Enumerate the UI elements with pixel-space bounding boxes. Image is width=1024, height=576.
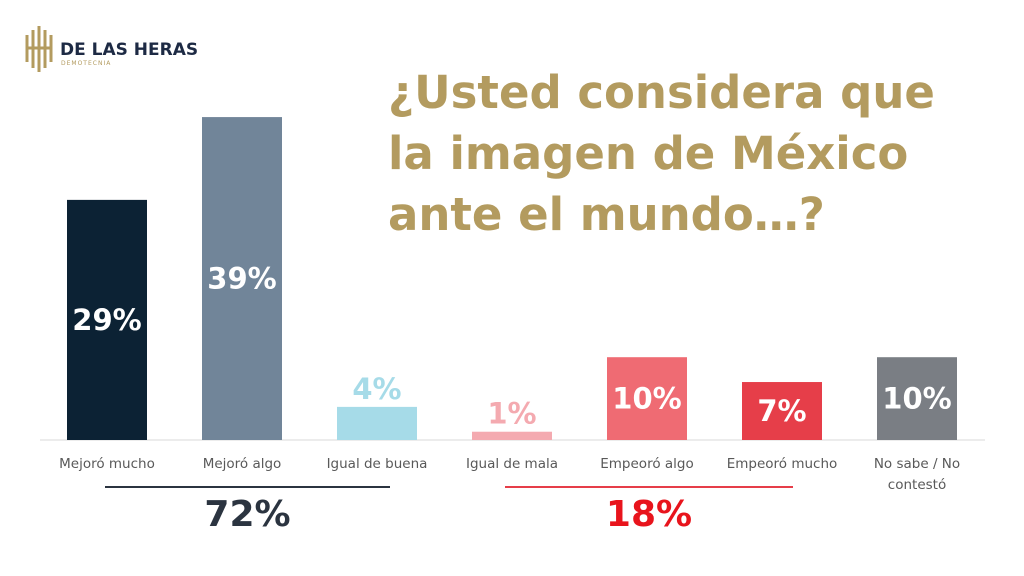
bar (472, 431, 552, 440)
x-tick-label: Mejoró mucho (59, 456, 155, 472)
bar (202, 117, 282, 440)
value-label: 39% (207, 262, 276, 296)
value-label: 10% (882, 382, 951, 416)
chart-title: ¿Usted considera que la imagen de México… (388, 66, 935, 241)
logo-name: DE LAS HERAS (60, 40, 199, 60)
x-tick-label: Mejoró algo (202, 456, 282, 472)
x-tick-label: Igual de mala (465, 456, 559, 472)
group-label: 18% (605, 494, 693, 535)
x-tick-label: Empeoró mucho (726, 456, 838, 472)
bar (67, 199, 147, 440)
x-tick-label: No sabe / No contestó (873, 456, 961, 493)
logo-tagline: DEMOTECNIA (61, 60, 112, 67)
bar (742, 382, 822, 440)
value-label: 10% (612, 382, 681, 416)
value-label: 1% (487, 397, 536, 431)
group-label: 72% (204, 494, 291, 535)
value-label: 4% (352, 372, 401, 406)
bar (337, 406, 417, 440)
x-tick-label: Igual de buena (326, 456, 428, 472)
logo-icon (25, 26, 53, 72)
value-label: 29% (72, 303, 141, 337)
bar (607, 357, 687, 440)
x-tick-label: Empeoró algo (600, 456, 694, 472)
bar (877, 357, 957, 440)
value-label: 7% (757, 394, 806, 428)
